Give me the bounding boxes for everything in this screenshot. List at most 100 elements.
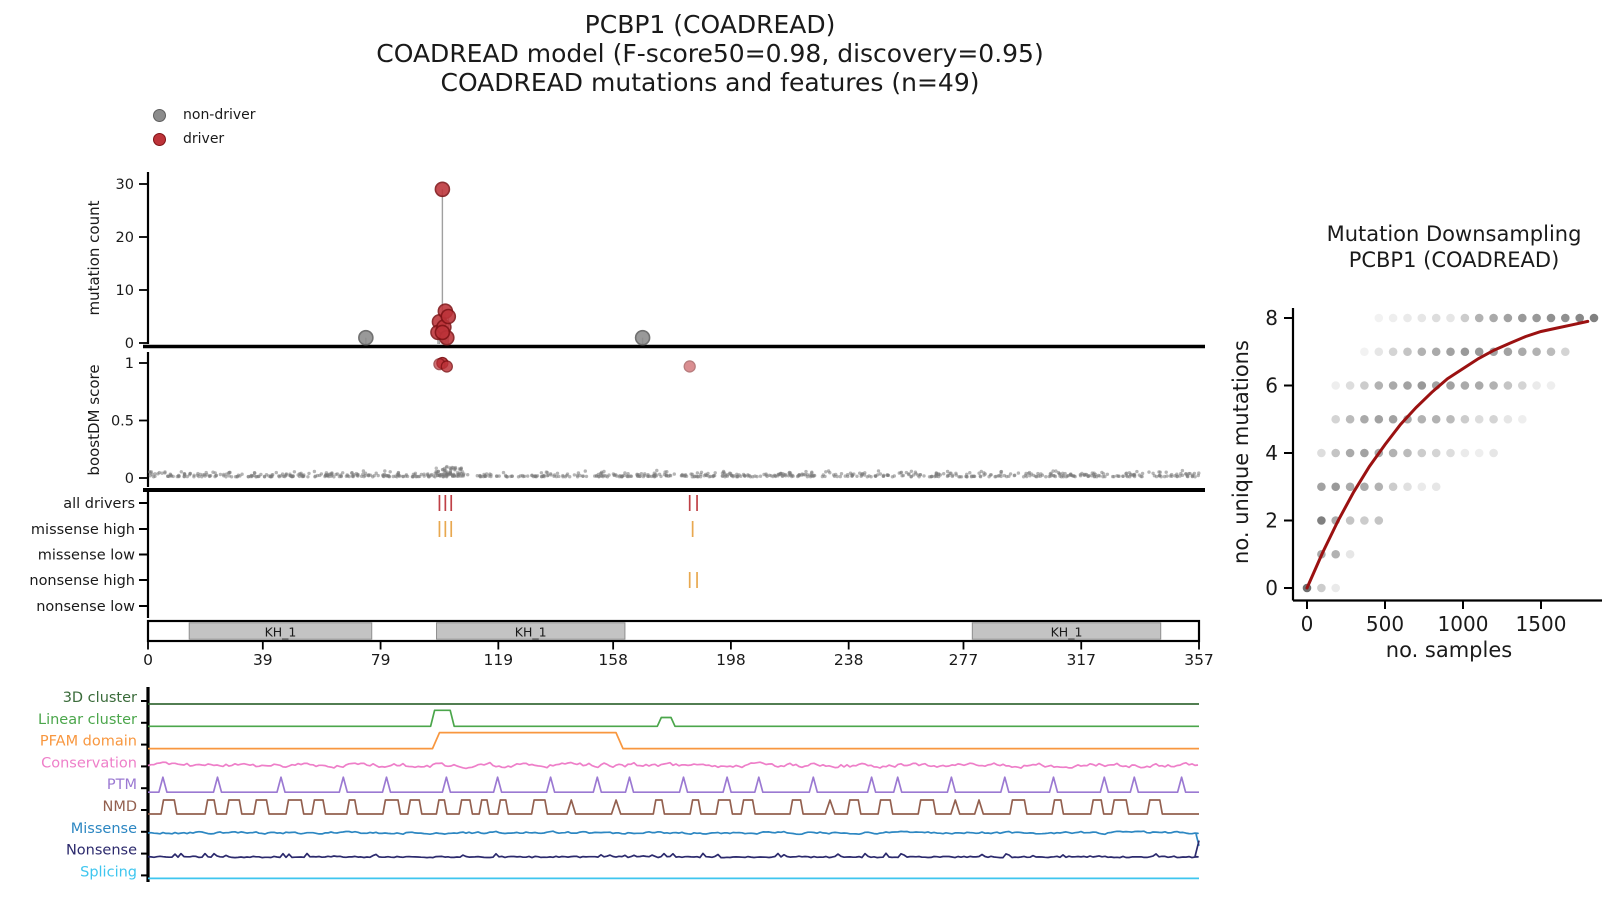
x-tick-label: 1500: [1516, 612, 1567, 636]
passenger-dot: [869, 475, 873, 479]
passenger-dot: [289, 474, 293, 478]
non-driver-marker-icon: [153, 108, 166, 122]
passenger-dot: [705, 473, 709, 478]
passenger-dot: [803, 473, 807, 477]
passenger-dot: [302, 473, 306, 477]
downsampling-dot: [1474, 448, 1484, 458]
passenger-dot: [552, 474, 556, 478]
driver-tracks-panel: all drivers missense high missense low nons…: [29, 492, 698, 618]
downsampling-dot: [1360, 381, 1369, 390]
passenger-dot: [832, 473, 836, 477]
passenger-dot: [267, 474, 271, 478]
downsampling-dot: [1474, 313, 1484, 323]
passenger-dot: [1164, 470, 1168, 474]
passenger-dot: [1044, 475, 1048, 479]
passenger-dot: [1005, 474, 1009, 479]
passenger-dot: [312, 469, 317, 474]
downsampling-dot: [1446, 448, 1455, 458]
passenger-dot: [387, 475, 391, 479]
passenger-dot: [1086, 474, 1091, 478]
passenger-dot: [1025, 474, 1029, 479]
downsampling-dot: [1345, 448, 1355, 458]
passenger-dot: [214, 474, 218, 478]
passenger-dot: [655, 468, 659, 473]
downsampling-dot: [1503, 347, 1513, 357]
passenger-dot: [696, 474, 700, 479]
feature-line-pfam-domain: [148, 731, 1199, 750]
passenger-dot: [455, 470, 460, 475]
downsampling-dot: [1345, 482, 1355, 492]
passenger-dot: [563, 475, 567, 479]
passenger-dot: [350, 471, 354, 475]
protein-backbone: [146, 619, 1201, 643]
passenger-dot: [401, 474, 405, 479]
downsampling-dot: [1575, 313, 1584, 323]
track-row-label: missense low: [38, 548, 135, 564]
passenger-dot: [858, 471, 862, 475]
passenger-dot: [568, 475, 572, 479]
passenger-dot: [935, 474, 939, 479]
passenger-dot: [319, 472, 324, 476]
downsampling-dot: [1446, 313, 1455, 323]
downsampling-dot: [1503, 313, 1513, 323]
x-tick-label: 317: [1066, 651, 1096, 669]
feature-line-missense: [147, 830, 1200, 847]
legend-item-driver: driver: [153, 127, 256, 151]
x-tick-label: 357: [1184, 651, 1214, 669]
passenger-dot: [641, 474, 646, 479]
passenger-dot: [330, 471, 334, 475]
domain-track: KH_1 KH_1 KH_1 0 39 79 119 158 198 238 277 317 357: [143, 619, 1214, 669]
passenger-dot: [978, 475, 983, 479]
passenger-dot: [211, 470, 215, 474]
passenger-score-band: [148, 464, 1201, 479]
y-axis-label: mutation count: [85, 200, 103, 315]
feature-line-ptm: [148, 776, 1199, 794]
passenger-dot: [646, 474, 650, 479]
passenger-dot: [466, 473, 470, 477]
passenger-dot: [376, 473, 380, 478]
passenger-dot: [1027, 470, 1032, 475]
downsampling-dot: [1417, 381, 1427, 390]
downsampling-dot: [1403, 381, 1412, 390]
passenger-dot: [324, 471, 329, 475]
passenger-dot: [429, 472, 434, 477]
legend-item-non-driver: non-driver: [153, 103, 256, 127]
passenger-dot: [224, 475, 228, 479]
passenger-dot: [345, 473, 349, 477]
passenger-dot: [968, 471, 972, 475]
passenger-dot: [539, 471, 544, 475]
passenger-dot: [1008, 472, 1013, 476]
downsampling-dot: [1474, 347, 1484, 357]
passenger-dot: [246, 474, 250, 479]
passenger-dot: [1100, 470, 1104, 475]
passenger-dot: [371, 475, 375, 479]
downsampling-dot: [1546, 381, 1556, 390]
legend: non-driver driver: [153, 103, 256, 151]
downsampling-dot: [1417, 448, 1427, 458]
passenger-dot: [436, 473, 440, 478]
passenger-dot: [839, 472, 844, 476]
passenger-dot: [680, 473, 684, 478]
downsampling-dot: [1331, 381, 1340, 390]
passenger-dot: [442, 472, 446, 477]
passenger-dot: [1105, 472, 1110, 476]
passenger-dot: [207, 474, 212, 479]
passenger-dot: [692, 475, 696, 479]
passenger-dot: [240, 472, 244, 476]
passenger-dot: [812, 473, 817, 478]
passenger-dot: [918, 473, 923, 477]
downsampling-dot: [1561, 313, 1570, 323]
passenger-dot: [1158, 470, 1162, 474]
passenger-dot: [810, 474, 814, 478]
y-tick-label: 30: [116, 177, 134, 193]
passenger-dot: [313, 475, 317, 479]
x-tick-label: 198: [716, 651, 746, 669]
passenger-dot: [197, 474, 201, 479]
downsampling-dot: [1460, 414, 1470, 424]
passenger-dot: [643, 472, 647, 476]
passenger-dot: [1186, 474, 1190, 479]
x-tick-label: 238: [834, 651, 864, 669]
passenger-dot: [395, 475, 399, 479]
passenger-dot: [306, 475, 310, 479]
passenger-dot: [367, 473, 371, 477]
